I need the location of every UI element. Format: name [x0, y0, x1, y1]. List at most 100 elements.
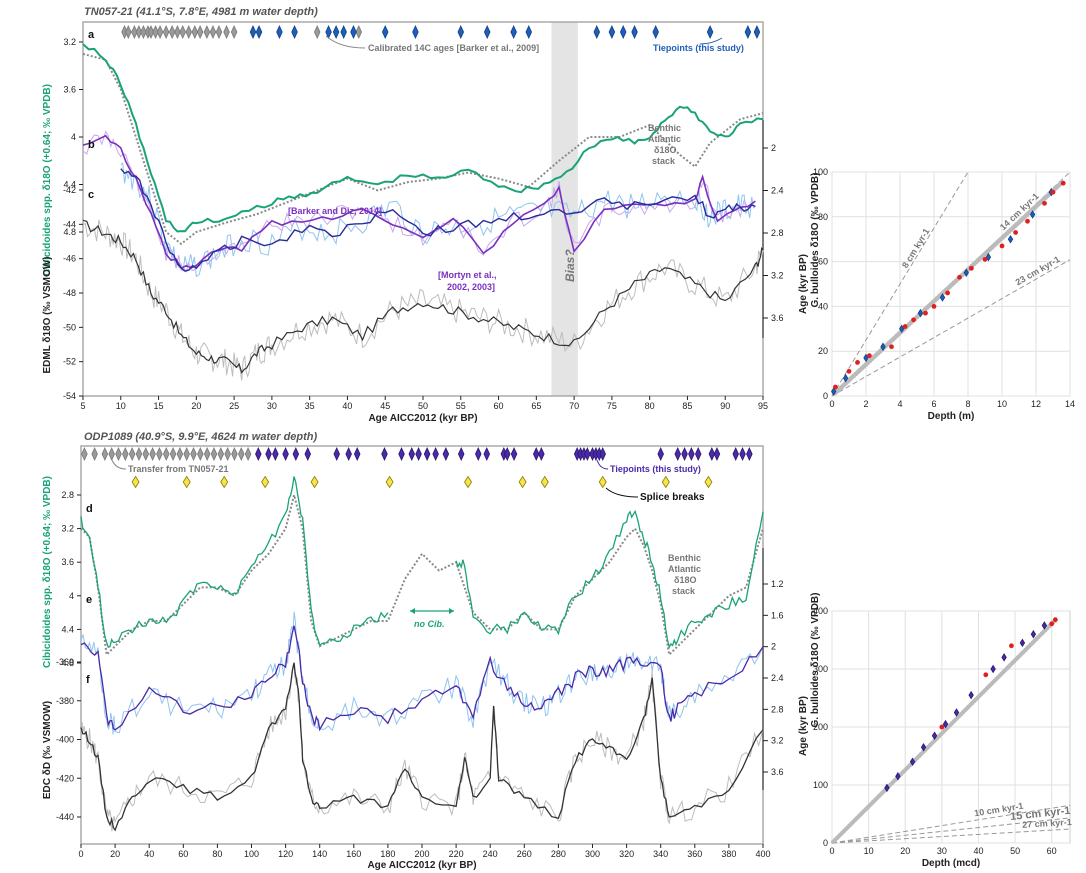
ts-x-tick-label: 10 [997, 399, 1007, 409]
bot-yr-tick-label: 2 [771, 642, 776, 652]
top-x-tick-label: 80 [645, 401, 655, 411]
transfer-marker [115, 447, 122, 461]
top-right-axis: 2 2.4 2.8 3.2 3.6 [762, 120, 784, 338]
bs-y-tick-label: 300 [813, 664, 828, 674]
bs-y-tick-label: 400 [813, 606, 828, 616]
bottom-stack-label-3: δ18O [674, 575, 696, 585]
bs-tiepoint [1001, 653, 1007, 662]
bs-c14-point [983, 672, 989, 678]
c14-arrow [325, 35, 366, 49]
bul-raw-line [80, 611, 764, 735]
bottom-scatter-ylabel: Age (kyr BP) [798, 696, 809, 756]
c14-marker [147, 25, 155, 39]
ts-c14-point [945, 290, 950, 296]
bot-x-tick-label: 280 [551, 849, 566, 859]
transfer-marker [163, 447, 170, 461]
top-x-tick-label: 45 [380, 401, 390, 411]
cib-line [82, 43, 764, 233]
splice-break-marker [310, 475, 319, 489]
bottom-ylabel-right: G. bulloides δ18O (‰ VPDB) [810, 593, 821, 728]
transfer-marker [197, 447, 204, 461]
tiepoint-marker [483, 25, 491, 39]
ts-c14-point [902, 324, 908, 329]
bot-yr-tick-label: 3.2 [771, 736, 784, 746]
bs-x-tick-label: 20 [900, 846, 910, 856]
bottom-scatter-points [830, 617, 1058, 845]
bot-x-tick-label: 260 [517, 849, 532, 859]
bot-x-tick-label: 100 [244, 849, 259, 859]
ts-y-tick-label: 80 [818, 212, 828, 222]
tiepoint-marker [652, 25, 659, 39]
top-scatter-grid: 0 2 4 6 8 10 12 14 0 20 40 60 80 100 [813, 167, 1075, 409]
bottom-tiepoint-marker [272, 447, 279, 461]
top-main-chart: TN057-21 (41.1°S, 7.8°E, 4981 m water de… [42, 6, 821, 424]
bs-tiepoint [884, 783, 890, 793]
top-yl-lower-tick-label: -48 [63, 288, 76, 298]
c14-marker [162, 25, 170, 39]
bot-yl-lower-tick-label: -360 [56, 657, 74, 667]
c14-marker [209, 25, 217, 39]
bot-yr-tick-label: 3.6 [771, 767, 784, 777]
mortyn-annotation-2: 2002, 2003] [447, 282, 495, 292]
splice-break-marker [518, 475, 527, 489]
bottom-tiepoint-annotation: Tiepoints (this study) [610, 464, 701, 474]
bottom-tiepoint-marker [353, 447, 361, 461]
transfer-marker [81, 447, 88, 461]
bot-x-tick-label: 340 [653, 849, 668, 859]
ts-c14-point [1025, 218, 1030, 224]
top-x-tick-label: 75 [607, 401, 617, 411]
top-yl-lower-tick-label: -44 [63, 219, 76, 229]
tiepoint-marker [249, 25, 257, 39]
tiepoint-marker [255, 25, 263, 39]
bot-yl-upper-tick-label: 2.8 [61, 490, 74, 500]
tiepoint-marker [276, 25, 283, 39]
transfer-marker [128, 447, 136, 461]
splice-break-marker [131, 475, 140, 489]
bottom-main-chart: ODP1089 (40.9°S, 9.9°E, 4624 m water dep… [42, 431, 821, 871]
ts-rate-label: 23 cm kyr-1 [1014, 254, 1062, 287]
bot-yl-upper-tick-label: 3.2 [61, 524, 74, 534]
top-x-tick-label: 55 [456, 401, 466, 411]
c14-marker [140, 25, 147, 39]
top-scatter-points [831, 180, 1066, 396]
c14-marker [168, 25, 176, 39]
bias-annotation: Bias? [563, 249, 577, 282]
bottom-x-axis: 0 20 40 60 80 100 120 140 160 180 200 220 240 260 280 3… [78, 844, 771, 859]
tiepoint-marker [525, 25, 533, 39]
bot-yr-tick-label: 2.4 [771, 673, 784, 683]
top-x-tick-label: 10 [116, 401, 126, 411]
tiepoint-marker [381, 25, 389, 39]
bs-rate-line [831, 804, 1071, 844]
top-yl-upper-tick-label: 4.4 [63, 180, 76, 190]
top-scatter-chart: 0 2 4 6 8 10 12 14 0 20 40 60 80 100 8 cm kyr-1 14 cm … [798, 167, 1075, 422]
bottom-tiepoint-marker [381, 447, 388, 461]
ts-c14-point [923, 310, 928, 316]
transfer-marker [142, 447, 150, 461]
top-ylabel-right: G. bulloides δ18O (‰ VPDB) [810, 173, 821, 308]
bottom-tiepoint-marker [265, 447, 272, 461]
top-x-tick-label: 70 [569, 401, 579, 411]
c14-marker [191, 25, 199, 39]
transfer-marker [203, 447, 211, 461]
top-yl-upper-tick-label: 3.6 [63, 85, 76, 95]
transfer-marker [210, 447, 218, 461]
top-x-tick-label: 95 [758, 401, 768, 411]
splice-break-marker [661, 475, 670, 489]
top-frame [82, 21, 764, 397]
tiepoint-marker [350, 25, 357, 39]
ts-rate-label: 14 cm kyr-1 [998, 191, 1041, 232]
bottom-left-axis-upper: 2.8 3.2 3.6 4 4.4 4.8 [61, 490, 81, 668]
bs-tiepoint [895, 772, 901, 781]
ts-y-tick-label: 100 [813, 167, 828, 177]
bot-x-tick-label: 360 [687, 849, 702, 859]
transfer-marker [190, 447, 197, 461]
panel-c: c [88, 189, 94, 201]
bottom-tiepoint-marker [333, 447, 340, 461]
bottom-tiepoint-marker [398, 447, 405, 461]
bottom-title: ODP1089 (40.9°S, 9.9°E, 4624 m water dep… [84, 431, 318, 443]
bot-yl-upper-tick-label: 3.6 [61, 557, 74, 567]
bottom-ylabel-left-lower: EDC δD (‰ VSMOW) [42, 701, 53, 799]
splice-break-marker [182, 475, 191, 489]
top-scatter-ylabel: Age (kyr BP) [798, 254, 809, 314]
